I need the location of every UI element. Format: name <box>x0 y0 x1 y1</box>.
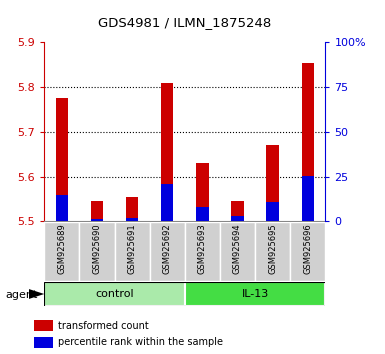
Text: GSM925693: GSM925693 <box>198 224 207 274</box>
Text: GSM925690: GSM925690 <box>92 224 102 274</box>
Bar <box>91 219 103 221</box>
Bar <box>44 282 185 306</box>
Bar <box>196 207 209 221</box>
Text: GDS4981 / ILMN_1875248: GDS4981 / ILMN_1875248 <box>98 16 271 29</box>
Text: percentile rank within the sample: percentile rank within the sample <box>58 337 223 347</box>
Bar <box>56 195 68 221</box>
Text: GSM925694: GSM925694 <box>233 224 242 274</box>
Bar <box>34 337 53 348</box>
Bar <box>255 222 290 281</box>
Text: transformed count: transformed count <box>58 321 149 331</box>
Bar <box>220 222 255 281</box>
Bar <box>126 197 138 221</box>
Text: IL-13: IL-13 <box>241 289 269 299</box>
Bar <box>91 201 103 221</box>
Bar <box>161 184 173 221</box>
Text: GSM925695: GSM925695 <box>268 224 277 274</box>
Bar <box>231 216 244 221</box>
Text: agent: agent <box>6 290 38 299</box>
Text: GSM925696: GSM925696 <box>303 224 312 274</box>
Text: GSM925692: GSM925692 <box>163 224 172 274</box>
Bar <box>185 222 220 281</box>
Bar <box>301 176 314 221</box>
Bar <box>115 222 150 281</box>
Bar <box>266 202 279 221</box>
Polygon shape <box>29 289 44 299</box>
Bar <box>56 98 68 221</box>
Bar <box>150 222 185 281</box>
Bar <box>126 218 138 221</box>
Text: control: control <box>95 289 134 299</box>
Bar <box>290 222 325 281</box>
Text: GSM925689: GSM925689 <box>57 224 66 274</box>
Bar <box>79 222 115 281</box>
Bar <box>34 320 53 331</box>
Bar <box>161 83 173 221</box>
Bar <box>231 201 244 221</box>
Bar <box>196 163 209 221</box>
Bar <box>266 145 279 221</box>
Bar <box>44 222 79 281</box>
Bar <box>185 282 325 306</box>
Text: GSM925691: GSM925691 <box>127 224 137 274</box>
Bar <box>301 63 314 221</box>
